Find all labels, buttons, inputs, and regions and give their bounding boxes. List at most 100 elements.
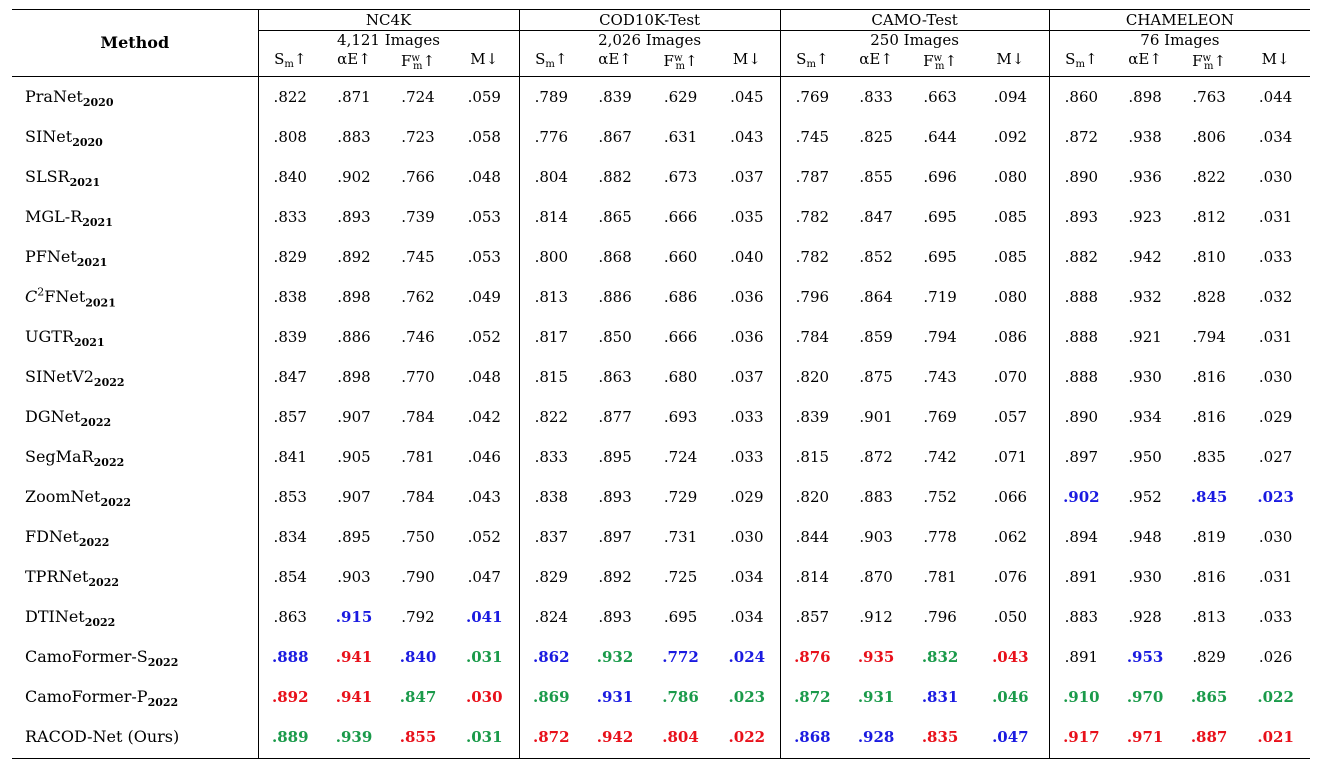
method-label: MGL-R	[25, 207, 83, 226]
table-cell: .820	[779, 357, 845, 397]
table-cell: .950	[1113, 437, 1177, 477]
cell-value: .800	[534, 248, 568, 266]
table-cell: .031	[450, 717, 520, 759]
method-year: 2021	[76, 256, 108, 269]
table-cell: .043	[972, 637, 1049, 677]
cell-value: .784	[401, 488, 435, 506]
cell-value: .043	[467, 488, 501, 506]
cell-value: .837	[534, 528, 568, 546]
cell-value: .892	[337, 248, 371, 266]
cell-value: .776	[534, 128, 568, 146]
table-cell: .855	[844, 157, 908, 197]
metric-header-ae: αE↑	[583, 50, 648, 77]
table-cell: .910	[1048, 677, 1114, 717]
cell-value: .030	[1258, 528, 1293, 546]
cell-value: .889	[271, 728, 309, 746]
cell-value: .680	[663, 368, 698, 386]
cell-value: .781	[923, 568, 957, 586]
cell-value: .871	[337, 88, 371, 106]
table-cell: .833	[844, 76, 909, 117]
table-cell: .094	[972, 76, 1050, 117]
cell-value: .086	[993, 328, 1028, 346]
cell-value: .869	[533, 688, 570, 706]
table-cell: .745	[386, 237, 450, 277]
table-cell: .935	[844, 637, 908, 677]
cell-value: .897	[598, 528, 632, 546]
table-cell: .883	[322, 117, 386, 157]
table-cell: .686	[647, 277, 714, 317]
cell-value: .037	[730, 168, 764, 186]
cell-value: .893	[1064, 208, 1099, 226]
table-cell: .042	[450, 397, 519, 437]
cell-value: .932	[596, 648, 634, 666]
method-name: SINetV22022	[12, 357, 258, 397]
table-cell: .833	[257, 197, 322, 237]
table-cell: .939	[322, 717, 386, 759]
table-cell: .784	[779, 317, 845, 357]
cell-value: .903	[337, 568, 371, 586]
cell-value: .022	[1257, 688, 1294, 706]
table-cell: .800	[518, 237, 584, 277]
cell-value: .863	[273, 608, 307, 626]
table-body: Method NC4K COD10K-Test CAMO-Test CHAMEL…	[12, 9, 1311, 759]
table-cell: .932	[583, 637, 647, 677]
cell-value: .023	[1257, 488, 1294, 506]
table-cell: .059	[450, 76, 520, 117]
cell-value: .948	[1128, 528, 1162, 546]
metric-header-sm: Sm↑	[257, 50, 322, 77]
cell-value: .890	[1064, 408, 1099, 426]
method-label: PFNet	[25, 247, 77, 266]
table-cell: .932	[1113, 277, 1177, 317]
cell-value: .820	[795, 488, 830, 506]
cell-value: .814	[534, 208, 568, 226]
cell-value: .829	[534, 568, 568, 586]
table-cell: .889	[257, 717, 322, 759]
table-cell: .033	[714, 397, 780, 437]
table-cell: .029	[1241, 397, 1310, 437]
table-cell: .938	[1113, 117, 1177, 157]
cell-value: .872	[533, 728, 570, 746]
table-cell: .024	[714, 637, 780, 677]
cell-value: .930	[1128, 368, 1162, 386]
table-cell: .872	[1048, 117, 1114, 157]
cell-value: .825	[859, 128, 893, 146]
cell-value: .045	[730, 88, 764, 106]
table-cell: .772	[647, 637, 714, 677]
cell-value: .912	[859, 608, 893, 626]
table-cell: .021	[1241, 717, 1311, 759]
table-cell: .898	[322, 357, 386, 397]
table-cell: .902	[322, 157, 386, 197]
cell-value: .794	[923, 328, 957, 346]
method-name: MGL-R2021	[12, 197, 258, 237]
table-cell: .725	[647, 557, 714, 597]
metric-header-ae: αE↑	[1113, 50, 1178, 77]
metric-header-fwm: Fwm↑	[908, 50, 973, 77]
cell-value: .857	[273, 408, 307, 426]
cell-value: .877	[598, 408, 632, 426]
table-cell: .723	[386, 117, 450, 157]
table-cell: .840	[257, 157, 322, 197]
table-cell: .030	[714, 517, 780, 557]
cell-value: .047	[467, 568, 501, 586]
table-cell: .847	[257, 357, 322, 397]
cell-value: .796	[795, 288, 830, 306]
table-cell: .893	[583, 597, 647, 637]
method-name: SLSR2021	[12, 157, 258, 197]
cell-value: .936	[1128, 168, 1162, 186]
method-name: DTINet2022	[12, 597, 258, 637]
table-cell: .825	[844, 117, 908, 157]
cell-value: .022	[728, 728, 766, 746]
table-cell: .847	[844, 197, 908, 237]
table-cell: .816	[1177, 357, 1241, 397]
table-cell: .894	[1048, 517, 1114, 557]
table-cell: .893	[322, 197, 386, 237]
cell-value: .835	[1192, 448, 1226, 466]
method-name: SINet2020	[12, 117, 258, 157]
method-label: UGTR	[25, 327, 74, 346]
table-cell: .868	[779, 717, 845, 759]
cell-value: .021	[1257, 728, 1294, 746]
table-cell: .921	[1113, 317, 1177, 357]
table-cell: .895	[583, 437, 647, 477]
method-name: PraNet2020	[12, 76, 258, 117]
table-cell: .029	[714, 477, 780, 517]
